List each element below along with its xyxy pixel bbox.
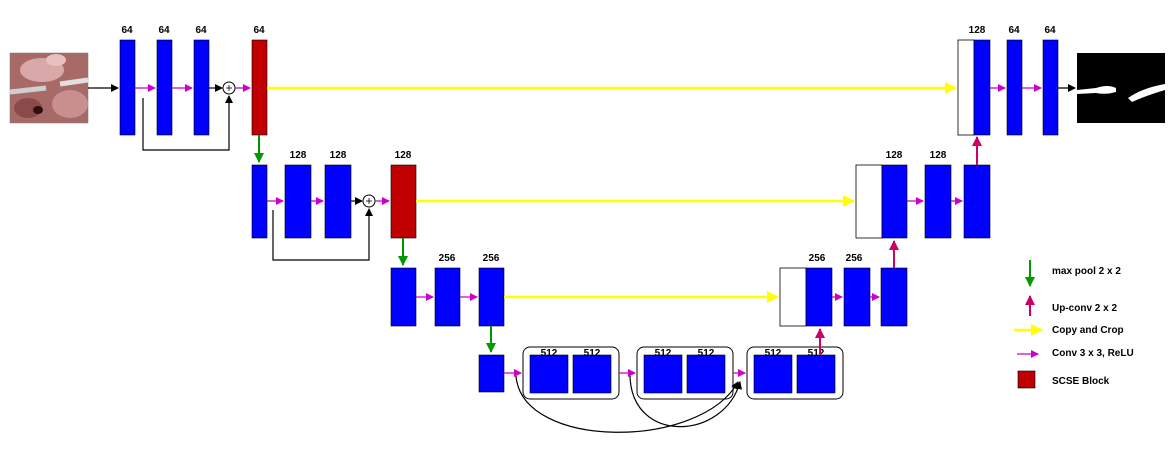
feature-map-dec3-b xyxy=(843,267,871,327)
feature-map-dec2-a xyxy=(881,164,908,239)
channel-label: 512 xyxy=(765,348,782,359)
channel-label: 64 xyxy=(1008,25,1020,36)
feature-map-enc1-b xyxy=(156,39,173,136)
channel-label: 64 xyxy=(158,25,170,36)
copied-feature-map-dec1 xyxy=(957,39,975,136)
output-mask xyxy=(1077,53,1165,123)
channel-label: 256 xyxy=(439,253,456,264)
channel-label: 128 xyxy=(395,150,412,161)
channel-label: 128 xyxy=(290,150,307,161)
legend-scse-icon xyxy=(1017,370,1036,389)
legend-conv-label: Conv 3 x 3, ReLU xyxy=(1052,348,1134,359)
add-node xyxy=(222,81,236,95)
channel-label: 64 xyxy=(121,25,133,36)
skip-residual-enc2 xyxy=(272,208,373,261)
channel-label: 128 xyxy=(330,150,347,161)
feature-map-dec3-a xyxy=(805,267,833,327)
channel-label: 64 xyxy=(195,25,207,36)
feature-map-bott3-a xyxy=(753,354,793,394)
copied-feature-map-dec3 xyxy=(779,267,807,327)
legend-max-pool-label: max pool 2 x 2 xyxy=(1052,266,1121,277)
feature-map-enc1-c xyxy=(193,39,210,136)
feature-map-enc3-a xyxy=(434,267,461,327)
legend-copy-crop-label: Copy and Crop xyxy=(1052,325,1124,336)
feature-map-dec3-c xyxy=(880,267,908,327)
legend: max pool 2 x 2 Up-conv 2 x 2 Copy and Cr… xyxy=(1014,260,1134,389)
feature-map-bott2-b xyxy=(686,354,726,394)
feature-map-bottleneck-pool xyxy=(478,354,505,393)
channel-label: 64 xyxy=(253,25,265,36)
channel-label: 256 xyxy=(483,253,500,264)
feature-map-dec1-c xyxy=(1042,39,1059,136)
skip-residual-bottleneck-inner xyxy=(629,375,742,428)
feature-map-bott1-a xyxy=(529,354,569,394)
channel-label: 256 xyxy=(809,253,826,264)
feature-map-dec1-a xyxy=(973,39,991,136)
feature-map-enc3-b xyxy=(478,267,505,327)
skip-residual-bottleneck-outer xyxy=(515,375,739,433)
channel-label: 256 xyxy=(846,253,863,264)
feature-map-dec2-c xyxy=(963,164,991,239)
channel-label: 512 xyxy=(808,348,825,359)
channel-label: 512 xyxy=(655,348,672,359)
feature-map-dec1-b xyxy=(1006,39,1023,136)
channel-label: 128 xyxy=(930,150,947,161)
feature-map-enc2-pool xyxy=(251,164,268,239)
scse-block-enc1 xyxy=(251,39,268,136)
legend-up-conv-label: Up-conv 2 x 2 xyxy=(1052,303,1117,314)
feature-map-enc3-pool xyxy=(390,267,417,327)
feature-map-bott1-b xyxy=(572,354,612,394)
channel-label: 512 xyxy=(584,348,601,359)
channel-label: 64 xyxy=(1044,25,1056,36)
input-image xyxy=(9,52,89,124)
channel-label: 512 xyxy=(541,348,558,359)
channel-label: 128 xyxy=(886,150,903,161)
copied-feature-map-dec2 xyxy=(855,164,883,239)
feature-map-bott2-a xyxy=(643,354,683,394)
channel-label: 128 xyxy=(969,25,986,36)
channel-label: 512 xyxy=(698,348,715,359)
add-node xyxy=(362,194,376,208)
feature-map-enc2-b xyxy=(324,164,352,239)
skip-residual-enc1 xyxy=(142,95,233,151)
feature-map-dec2-b xyxy=(924,164,952,239)
feature-map-bott3-b xyxy=(796,354,836,394)
feature-map-enc1-a xyxy=(119,39,136,136)
feature-map-enc2-a xyxy=(284,164,312,239)
scse-block-enc2 xyxy=(390,164,417,239)
legend-scse-label: SCSE Block xyxy=(1052,376,1110,387)
